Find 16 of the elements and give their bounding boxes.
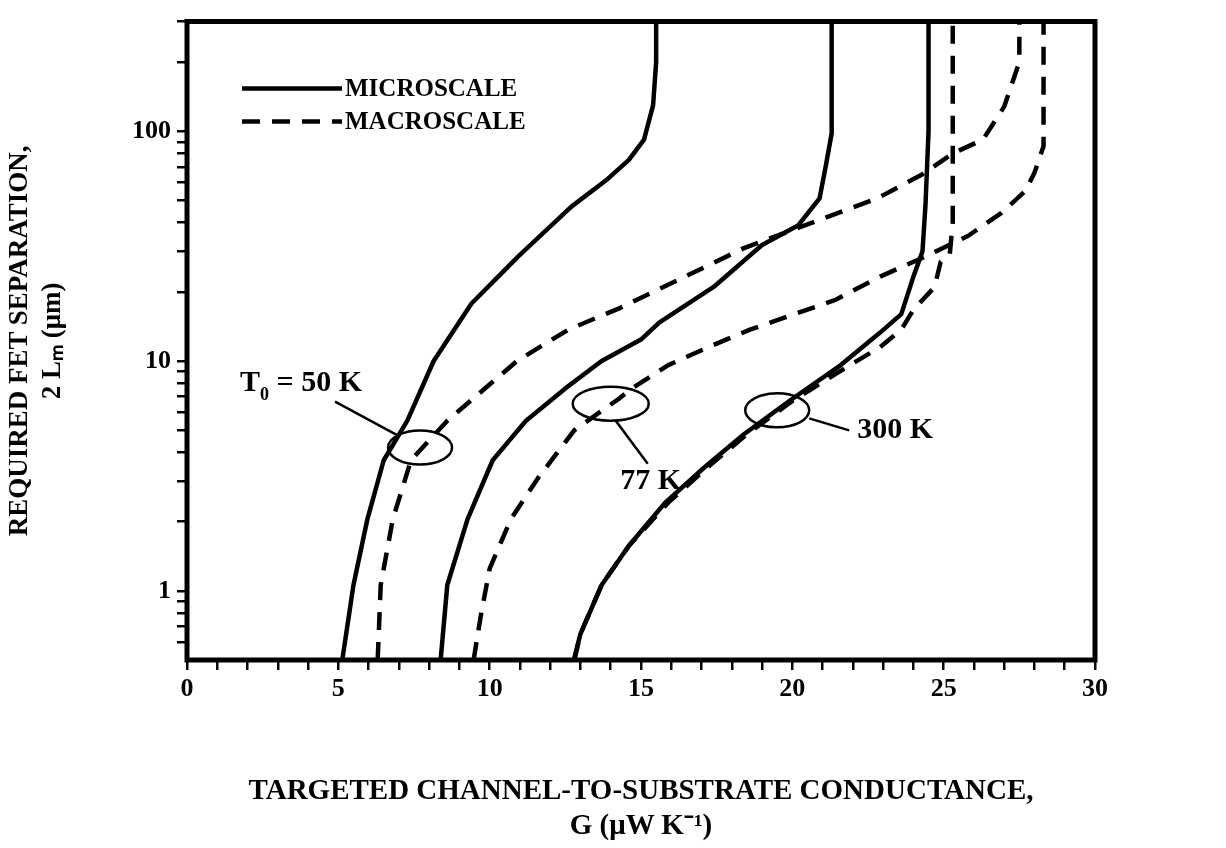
y-tick-label: 10 (145, 344, 171, 374)
x-tick-label: 15 (628, 673, 654, 703)
y-tick-label: 100 (132, 114, 171, 144)
legend-label: MACROSCALE (345, 107, 526, 135)
x-tick-label: 25 (930, 673, 957, 703)
x-axis-title: TARGETED CHANNEL-TO-SUBSTRATE CONDUCTANCE, G (μW K⁻¹) (248, 773, 1034, 842)
x-tick-label: 10 (476, 673, 503, 703)
annotation: 300 K (857, 411, 934, 445)
y-tick-label: 1 (158, 574, 171, 604)
x-tick-label: 5 (331, 673, 345, 703)
x-tick-label: 0 (180, 673, 194, 703)
y-axis-title: REQUIRED FET SEPARATION, 2 Lₘ (μm) (3, 145, 66, 537)
x-tick-label: 30 (1082, 673, 1108, 703)
x-tick-label: 20 (779, 673, 806, 703)
legend-label: MICROSCALE (345, 74, 518, 102)
annotation: 77 K (620, 462, 682, 496)
